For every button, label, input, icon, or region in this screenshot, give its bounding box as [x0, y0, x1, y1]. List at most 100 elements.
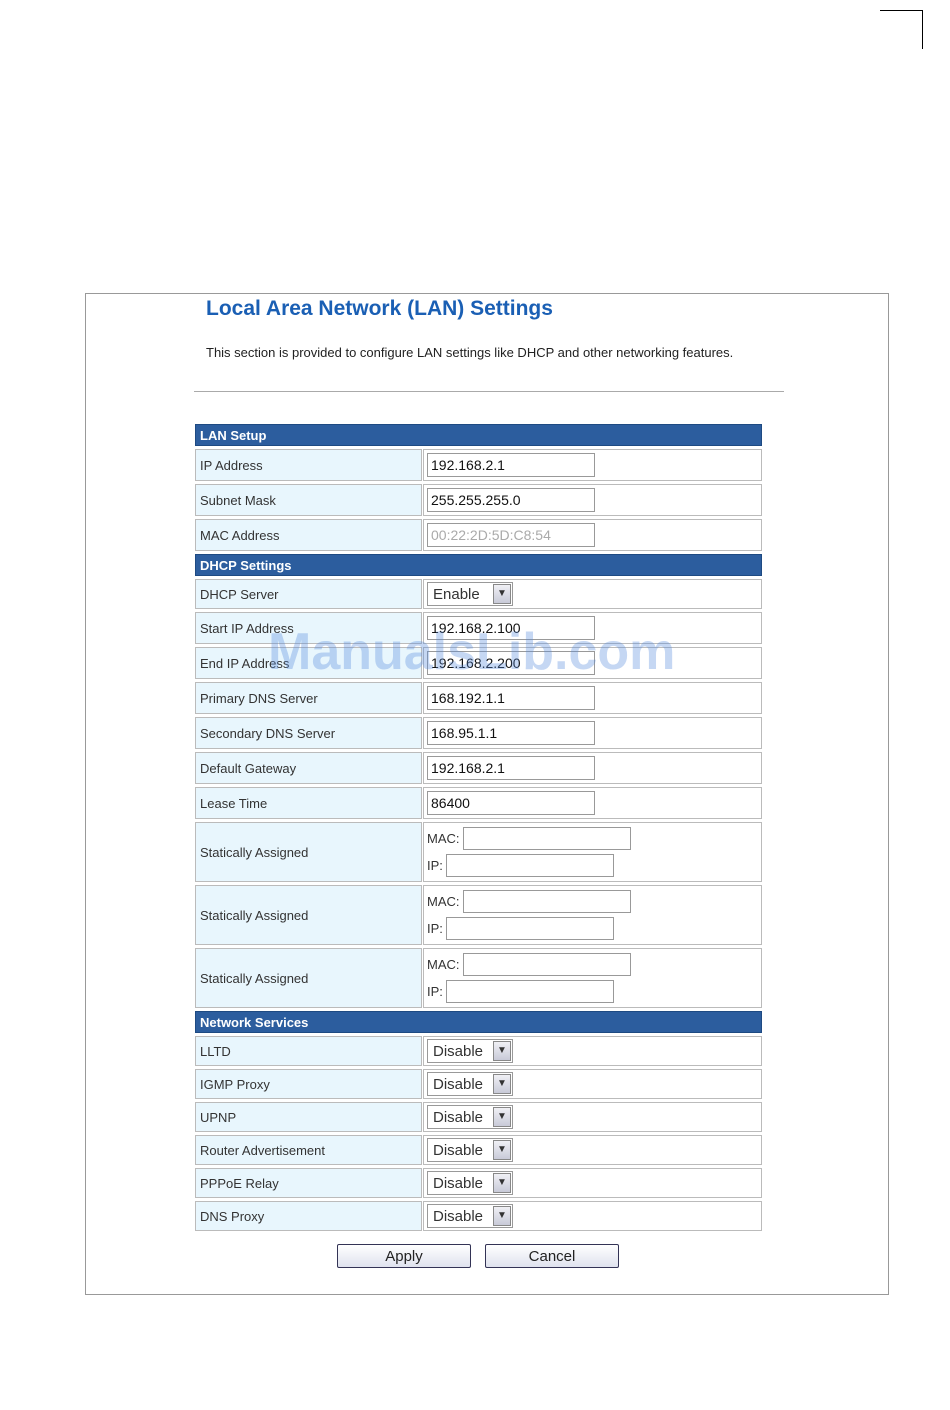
- ip-label: IP:: [427, 984, 443, 999]
- row-igmp-proxy: IGMP Proxy Disable ▼: [195, 1069, 762, 1099]
- field-value-cell: Disable ▼: [423, 1168, 762, 1198]
- field-value-cell: Disable ▼: [423, 1036, 762, 1066]
- chevron-down-icon[interactable]: ▼: [493, 1107, 511, 1127]
- field-label: Start IP Address: [195, 612, 422, 644]
- default-gateway-input[interactable]: 192.168.2.1: [427, 756, 595, 780]
- field-label: Statically Assigned: [195, 822, 422, 882]
- chevron-down-icon[interactable]: ▼: [493, 1140, 511, 1160]
- field-value-cell: Enable ▼: [423, 579, 762, 609]
- subnet-mask-input[interactable]: 255.255.255.0: [427, 488, 595, 512]
- selected-value: Disable: [433, 1075, 484, 1093]
- chevron-down-icon[interactable]: ▼: [493, 1041, 511, 1061]
- field-value-cell: Disable ▼: [423, 1201, 762, 1231]
- field-label: Statically Assigned: [195, 885, 422, 945]
- selected-value: Disable: [433, 1108, 484, 1126]
- field-label: DHCP Server: [195, 579, 422, 609]
- mac-label: MAC:: [427, 831, 460, 846]
- field-value-cell: MAC: IP:: [423, 948, 762, 1008]
- page-description: This section is provided to configure LA…: [206, 345, 734, 360]
- selected-value: Disable: [433, 1207, 484, 1225]
- row-lltd: LLTD Disable ▼: [195, 1036, 762, 1066]
- field-value-cell: 192.168.2.200: [423, 647, 762, 679]
- section-header-dhcp-settings: DHCP Settings: [195, 554, 762, 576]
- dns-proxy-select[interactable]: Disable ▼: [427, 1204, 513, 1228]
- ip-label: IP:: [427, 858, 443, 873]
- row-ip-address: IP Address 192.168.2.1: [195, 449, 762, 481]
- field-label: Statically Assigned: [195, 948, 422, 1008]
- field-value-cell: Disable ▼: [423, 1135, 762, 1165]
- apply-button[interactable]: Apply: [337, 1244, 471, 1268]
- field-label: Lease Time: [195, 787, 422, 819]
- row-dns-proxy: DNS Proxy Disable ▼: [195, 1201, 762, 1231]
- field-label: Secondary DNS Server: [195, 717, 422, 749]
- field-label: Router Advertisement: [195, 1135, 422, 1165]
- ip-address-input[interactable]: 192.168.2.1: [427, 453, 595, 477]
- row-statically-assigned: Statically Assigned MAC: IP:: [195, 822, 762, 882]
- static-ip-input[interactable]: [445, 854, 614, 877]
- row-secondary-dns-server: Secondary DNS Server 168.95.1.1: [195, 717, 762, 749]
- divider: [194, 391, 784, 392]
- field-label: PPPoE Relay: [195, 1168, 422, 1198]
- row-statically-assigned: Statically Assigned MAC: IP:: [195, 885, 762, 945]
- row-subnet-mask: Subnet Mask 255.255.255.0: [195, 484, 762, 516]
- chevron-down-icon[interactable]: ▼: [493, 584, 511, 604]
- field-label: UPNP: [195, 1102, 422, 1132]
- field-label: Default Gateway: [195, 752, 422, 784]
- igmp-proxy-select[interactable]: Disable ▼: [427, 1072, 513, 1096]
- row-start-ip-address: Start IP Address 192.168.2.100: [195, 612, 762, 644]
- primary-dns-server-input[interactable]: 168.192.1.1: [427, 686, 595, 710]
- static-ip-input[interactable]: [445, 980, 614, 1003]
- selected-value: Disable: [433, 1042, 484, 1060]
- field-value-cell: 192.168.2.100: [423, 612, 762, 644]
- chevron-down-icon[interactable]: ▼: [493, 1206, 511, 1226]
- static-mac-input[interactable]: [462, 953, 631, 976]
- selected-value: Enable: [433, 585, 480, 603]
- field-value-cell: 192.168.2.1: [423, 449, 762, 481]
- start-ip-address-input[interactable]: 192.168.2.100: [427, 616, 595, 640]
- field-value-cell: 86400: [423, 787, 762, 819]
- upnp-select[interactable]: Disable ▼: [427, 1105, 513, 1129]
- field-label: Subnet Mask: [195, 484, 422, 516]
- page-corner-mark: [880, 10, 923, 49]
- row-primary-dns-server: Primary DNS Server 168.192.1.1: [195, 682, 762, 714]
- static-mac-input[interactable]: [462, 890, 631, 913]
- lease-time-input[interactable]: 86400: [427, 791, 595, 815]
- end-ip-address-input[interactable]: 192.168.2.200: [427, 651, 595, 675]
- chevron-down-icon[interactable]: ▼: [493, 1074, 511, 1094]
- mac-label: MAC:: [427, 957, 460, 972]
- field-label: IP Address: [195, 449, 422, 481]
- pppoe-relay-select[interactable]: Disable ▼: [427, 1171, 513, 1195]
- field-value-cell: Disable ▼: [423, 1102, 762, 1132]
- dhcp-server-select[interactable]: Enable ▼: [427, 582, 513, 606]
- chevron-down-icon[interactable]: ▼: [493, 1173, 511, 1193]
- field-value-cell: 168.192.1.1: [423, 682, 762, 714]
- mac-address-input: 00:22:2D:5D:C8:54: [427, 523, 595, 547]
- row-lease-time: Lease Time 86400: [195, 787, 762, 819]
- row-statically-assigned: Statically Assigned MAC: IP:: [195, 948, 762, 1008]
- lltd-select[interactable]: Disable ▼: [427, 1039, 513, 1063]
- selected-value: Disable: [433, 1174, 484, 1192]
- row-default-gateway: Default Gateway 192.168.2.1: [195, 752, 762, 784]
- field-label: DNS Proxy: [195, 1201, 422, 1231]
- secondary-dns-server-input[interactable]: 168.95.1.1: [427, 721, 595, 745]
- static-ip-input[interactable]: [445, 917, 614, 940]
- field-value-cell: 00:22:2D:5D:C8:54: [423, 519, 762, 551]
- row-upnp: UPNP Disable ▼: [195, 1102, 762, 1132]
- field-value-cell: MAC: IP:: [423, 885, 762, 945]
- static-mac-input[interactable]: [462, 827, 631, 850]
- mac-label: MAC:: [427, 894, 460, 909]
- field-value-cell: MAC: IP:: [423, 822, 762, 882]
- cancel-button[interactable]: Cancel: [485, 1244, 619, 1268]
- section-header-network-services: Network Services: [195, 1011, 762, 1033]
- section-header-lan-setup: LAN Setup: [195, 424, 762, 446]
- field-value-cell: Disable ▼: [423, 1069, 762, 1099]
- row-end-ip-address: End IP Address 192.168.2.200: [195, 647, 762, 679]
- field-label: Primary DNS Server: [195, 682, 422, 714]
- field-label: LLTD: [195, 1036, 422, 1066]
- row-pppoe-relay: PPPoE Relay Disable ▼: [195, 1168, 762, 1198]
- ip-label: IP:: [427, 921, 443, 936]
- row-dhcp-server: DHCP Server Enable ▼: [195, 579, 762, 609]
- lan-settings-table: LAN Setup IP Address 192.168.2.1 Subnet Mas…: [195, 424, 762, 1234]
- field-value-cell: 192.168.2.1: [423, 752, 762, 784]
- router-advertisement-select[interactable]: Disable ▼: [427, 1138, 513, 1162]
